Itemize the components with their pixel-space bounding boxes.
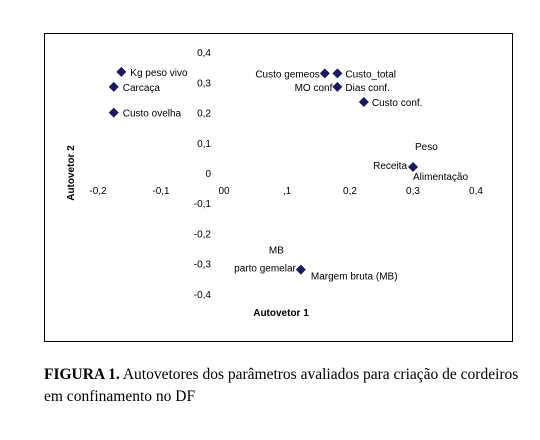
x-tick-label: -0,2 xyxy=(89,186,107,197)
data-point-label: Alimentação xyxy=(413,172,468,183)
x-tick-label: 0,4 xyxy=(469,186,483,197)
data-point-marker xyxy=(116,66,127,77)
data-point-marker xyxy=(108,81,119,92)
data-point-label: MO conf xyxy=(295,83,333,94)
data-point-marker xyxy=(319,68,330,79)
data-point-label: Carcaça xyxy=(123,83,161,94)
y-tick-label: 0 xyxy=(205,169,211,180)
y-tick-label: -0,2 xyxy=(194,229,212,240)
x-axis-title: Autovetor 1 xyxy=(253,308,309,319)
y-tick-label: 0,4 xyxy=(197,48,211,59)
data-point-marker xyxy=(358,97,369,108)
data-point-label: Custo conf. xyxy=(372,98,423,109)
data-point-label: Margem bruta (MB) xyxy=(311,272,398,283)
x-tick-label: ,1 xyxy=(283,186,292,197)
data-point-marker xyxy=(408,161,418,172)
y-tick-label: -0,4 xyxy=(194,290,212,301)
y-axis-title: Autovetor 2 xyxy=(66,145,77,201)
data-point-marker xyxy=(108,107,119,118)
data-point-label: Custo_total xyxy=(345,69,396,80)
y-tick-label: -0,3 xyxy=(194,260,212,271)
data-point-label: Dias conf. xyxy=(345,83,389,94)
data-point-label: parto gemelar xyxy=(234,264,296,275)
data-point-label: Custo gemeos xyxy=(255,69,319,80)
figure-caption: FIGURA 1. Autovetores dos parâmetros ava… xyxy=(44,364,524,408)
data-point-marker xyxy=(295,264,306,275)
y-tick-label: 0,1 xyxy=(197,139,211,150)
data-point-label: Receita xyxy=(373,161,407,172)
y-tick-label: 0,2 xyxy=(197,109,211,120)
x-tick-label: -0,1 xyxy=(152,186,170,197)
data-point-marker xyxy=(332,68,343,79)
x-tick-label: 0,3 xyxy=(406,186,420,197)
data-point-marker xyxy=(332,81,343,92)
data-point-label: Kg peso vivo xyxy=(130,68,188,79)
data-point-label: Custo ovelha xyxy=(123,109,182,120)
figure-caption-text: Autovetores dos parâmetros avaliados par… xyxy=(44,366,519,405)
chart-frame xyxy=(44,33,513,342)
x-tick-label: 00 xyxy=(218,186,230,197)
data-point-label: MB xyxy=(269,246,284,257)
y-tick-label: 0,3 xyxy=(197,78,211,89)
figure-caption-label: FIGURA 1. xyxy=(44,366,120,383)
y-tick-label: -0,1 xyxy=(194,199,212,210)
data-point-label: Peso xyxy=(415,142,438,153)
x-tick-label: 0,2 xyxy=(343,186,357,197)
